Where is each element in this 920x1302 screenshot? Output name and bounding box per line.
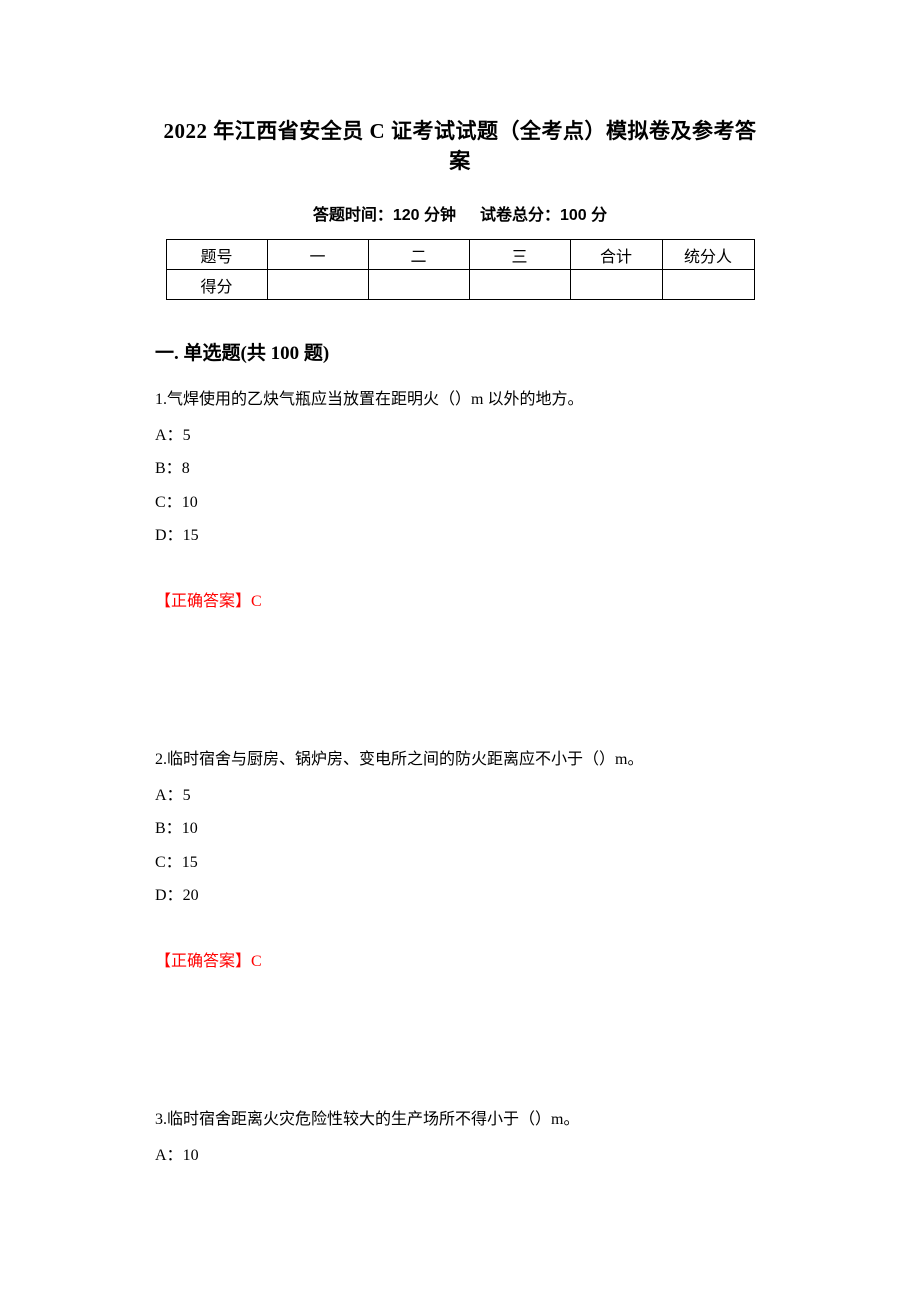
document-subtitle: 答题时间：120 分钟 试卷总分：100 分 bbox=[155, 201, 765, 225]
answer-label: 【正确答案】 bbox=[155, 593, 251, 610]
table-header-cell: 二 bbox=[368, 240, 469, 270]
option-b: B：8 bbox=[155, 452, 765, 486]
option-label: B： bbox=[155, 820, 182, 837]
option-label: B： bbox=[155, 460, 182, 477]
option-value: 8 bbox=[182, 460, 190, 477]
option-value: 15 bbox=[183, 527, 199, 544]
table-header-row: 题号 一 二 三 合计 统分人 bbox=[166, 240, 754, 270]
table-cell bbox=[570, 270, 662, 300]
table-cell bbox=[662, 270, 754, 300]
question-text: 3.临时宿舍距离火灾危险性较大的生产场所不得小于（）m。 bbox=[155, 1103, 765, 1137]
option-d: D：20 bbox=[155, 879, 765, 913]
option-value: 10 bbox=[182, 494, 198, 511]
option-a: A：10 bbox=[155, 1139, 765, 1173]
answer-value: C bbox=[251, 593, 262, 610]
option-label: C： bbox=[155, 854, 182, 871]
table-header-cell: 题号 bbox=[166, 240, 267, 270]
option-a: A：5 bbox=[155, 779, 765, 813]
table-cell bbox=[469, 270, 570, 300]
option-value: 5 bbox=[183, 427, 191, 444]
table-cell bbox=[267, 270, 368, 300]
question-block: 1.气焊使用的乙炔气瓶应当放置在距明火（）m 以外的地方。 A：5 B：8 C：… bbox=[155, 383, 765, 611]
option-value: 20 bbox=[183, 887, 199, 904]
option-label: A： bbox=[155, 1147, 183, 1164]
answer-label: 【正确答案】 bbox=[155, 953, 251, 970]
table-score-row: 得分 bbox=[166, 270, 754, 300]
table-header-cell: 一 bbox=[267, 240, 368, 270]
option-label: D： bbox=[155, 527, 183, 544]
total-score-label: 试卷总分：100 分 bbox=[480, 207, 607, 224]
question-body: 临时宿舍距离火灾危险性较大的生产场所不得小于（）m。 bbox=[167, 1111, 579, 1128]
option-value: 10 bbox=[182, 820, 198, 837]
table-header-cell: 三 bbox=[469, 240, 570, 270]
question-text: 1.气焊使用的乙炔气瓶应当放置在距明火（）m 以外的地方。 bbox=[155, 383, 765, 417]
answer: 【正确答案】C bbox=[155, 587, 765, 611]
question-block: 2.临时宿舍与厨房、锅炉房、变电所之间的防火距离应不小于（）m。 A：5 B：1… bbox=[155, 743, 765, 971]
time-label: 答题时间：120 分钟 bbox=[313, 207, 456, 224]
option-b: B：10 bbox=[155, 812, 765, 846]
table-header-cell: 统分人 bbox=[662, 240, 754, 270]
option-value: 15 bbox=[182, 854, 198, 871]
table-row-label: 得分 bbox=[166, 270, 267, 300]
table-header-cell: 合计 bbox=[570, 240, 662, 270]
document-title: 2022 年江西省安全员 C 证考试试题（全考点）模拟卷及参考答案 bbox=[155, 115, 765, 175]
option-label: C： bbox=[155, 494, 182, 511]
option-d: D：15 bbox=[155, 519, 765, 553]
option-label: D： bbox=[155, 887, 183, 904]
question-text: 2.临时宿舍与厨房、锅炉房、变电所之间的防火距离应不小于（）m。 bbox=[155, 743, 765, 777]
option-label: A： bbox=[155, 787, 183, 804]
question-number: 1. bbox=[155, 391, 167, 408]
option-label: A： bbox=[155, 427, 183, 444]
question-block: 3.临时宿舍距离火灾危险性较大的生产场所不得小于（）m。 A：10 bbox=[155, 1103, 765, 1172]
question-body: 临时宿舍与厨房、锅炉房、变电所之间的防火距离应不小于（）m。 bbox=[167, 751, 643, 768]
option-value: 10 bbox=[183, 1147, 199, 1164]
question-body: 气焊使用的乙炔气瓶应当放置在距明火（）m 以外的地方。 bbox=[167, 391, 583, 408]
option-a: A：5 bbox=[155, 419, 765, 453]
section-heading: 一. 单选题(共 100 题) bbox=[155, 338, 765, 365]
option-c: C：15 bbox=[155, 846, 765, 880]
answer: 【正确答案】C bbox=[155, 947, 765, 971]
question-number: 2. bbox=[155, 751, 167, 768]
table-cell bbox=[368, 270, 469, 300]
question-number: 3. bbox=[155, 1111, 167, 1128]
option-value: 5 bbox=[183, 787, 191, 804]
answer-value: C bbox=[251, 953, 262, 970]
score-table: 题号 一 二 三 合计 统分人 得分 bbox=[166, 239, 755, 300]
option-c: C：10 bbox=[155, 486, 765, 520]
